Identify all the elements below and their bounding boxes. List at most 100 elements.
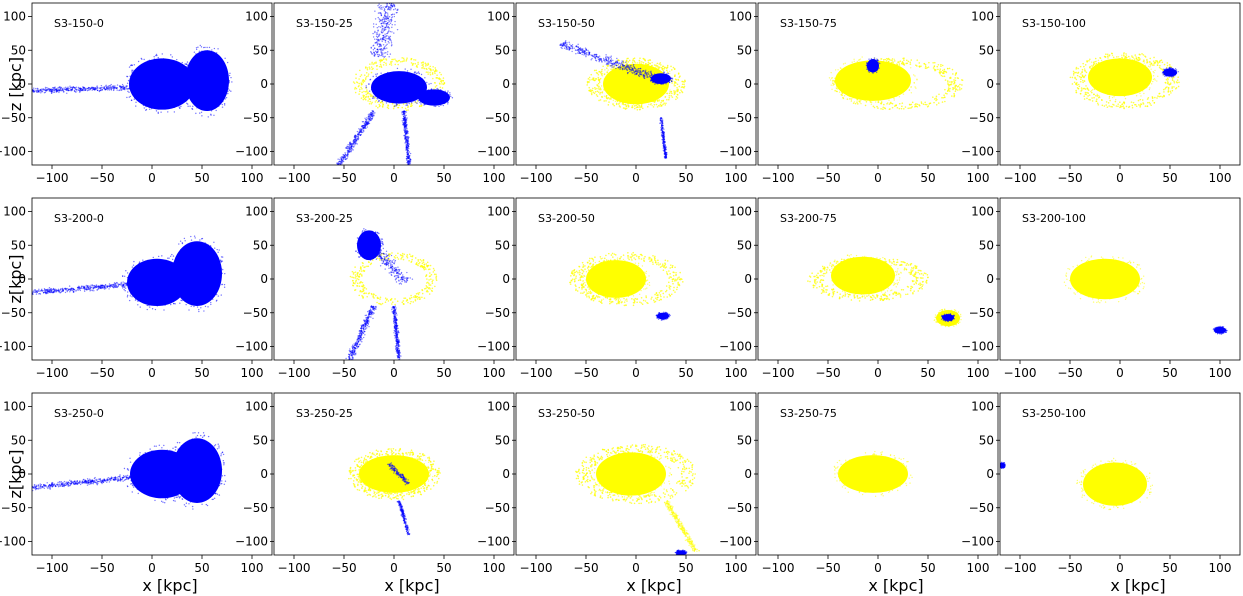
particle	[382, 64, 385, 66]
particle	[220, 268, 223, 270]
particle	[372, 36, 375, 38]
particle	[834, 80, 836, 83]
particle	[1168, 63, 1171, 66]
particle	[1165, 86, 1167, 89]
panel-label: S3-150-75	[780, 17, 837, 30]
particle	[137, 304, 139, 306]
particle	[126, 272, 129, 274]
particle	[401, 112, 403, 114]
particle	[1146, 61, 1148, 64]
particle	[1096, 98, 1098, 101]
particle	[617, 66, 619, 69]
particle	[381, 20, 384, 22]
particle	[624, 108, 627, 110]
particle	[38, 91, 40, 93]
particle	[405, 58, 408, 61]
particle	[230, 76, 232, 79]
particle	[416, 64, 418, 67]
particle	[665, 83, 667, 85]
particle	[371, 111, 374, 113]
particle	[910, 103, 913, 106]
particle	[1131, 104, 1134, 107]
particle	[660, 101, 662, 104]
particle	[85, 87, 87, 90]
particle	[372, 110, 375, 112]
particle	[952, 73, 954, 75]
particle	[851, 61, 853, 63]
particle	[636, 108, 639, 111]
particle-core	[172, 241, 222, 306]
particle	[372, 97, 374, 99]
particle	[605, 58, 608, 60]
particle	[951, 68, 954, 71]
particle	[197, 243, 200, 245]
particle	[1096, 93, 1098, 96]
particle	[622, 102, 625, 104]
particle	[668, 70, 671, 72]
series-particles	[828, 56, 964, 111]
particle	[212, 298, 214, 300]
particle	[385, 18, 387, 20]
particle	[872, 71, 874, 73]
particle	[382, 52, 384, 54]
particle	[642, 69, 644, 72]
x-tick-label: −50	[89, 171, 114, 185]
particle	[421, 101, 424, 103]
particle	[96, 89, 99, 92]
particle-core	[129, 58, 195, 110]
particle	[570, 45, 572, 47]
particle	[1123, 102, 1126, 105]
particle	[896, 64, 899, 66]
particle	[153, 59, 156, 61]
particle	[446, 91, 449, 94]
particle	[184, 240, 186, 242]
particle	[362, 81, 365, 84]
particle	[142, 302, 145, 304]
particle	[605, 100, 607, 102]
particle	[590, 73, 593, 76]
particle	[350, 142, 353, 145]
particle	[388, 20, 390, 23]
particle	[638, 62, 641, 64]
particle	[603, 100, 606, 102]
particle	[561, 45, 563, 47]
particle	[181, 61, 183, 64]
particle	[1161, 61, 1164, 64]
particle	[1072, 72, 1075, 75]
particle	[849, 95, 852, 98]
particle	[384, 9, 386, 11]
particle	[221, 106, 224, 108]
particle	[1149, 103, 1151, 105]
particle	[414, 59, 417, 61]
particle	[857, 64, 859, 67]
particle	[129, 85, 131, 87]
particle	[169, 255, 172, 257]
particle	[925, 103, 928, 106]
particle	[605, 59, 607, 61]
particle	[1133, 57, 1135, 60]
particle	[1174, 69, 1176, 72]
particle	[403, 60, 405, 62]
particle	[159, 106, 162, 108]
particle	[360, 131, 363, 133]
particle	[418, 77, 420, 80]
particle	[383, 61, 385, 64]
particle	[434, 68, 437, 71]
particle	[942, 75, 944, 78]
particle	[185, 96, 187, 99]
particle	[148, 106, 150, 108]
particle	[844, 77, 847, 79]
particle	[677, 89, 679, 91]
particle	[441, 83, 443, 85]
particle	[1097, 86, 1099, 89]
particle	[66, 92, 68, 95]
particle	[846, 98, 849, 100]
particle	[223, 286, 226, 288]
particle	[187, 65, 189, 67]
particle	[1098, 62, 1100, 64]
x-tick-label: −50	[331, 171, 356, 185]
particle	[385, 24, 388, 27]
particle	[1134, 61, 1137, 63]
particle	[377, 55, 379, 58]
particle	[677, 78, 679, 81]
